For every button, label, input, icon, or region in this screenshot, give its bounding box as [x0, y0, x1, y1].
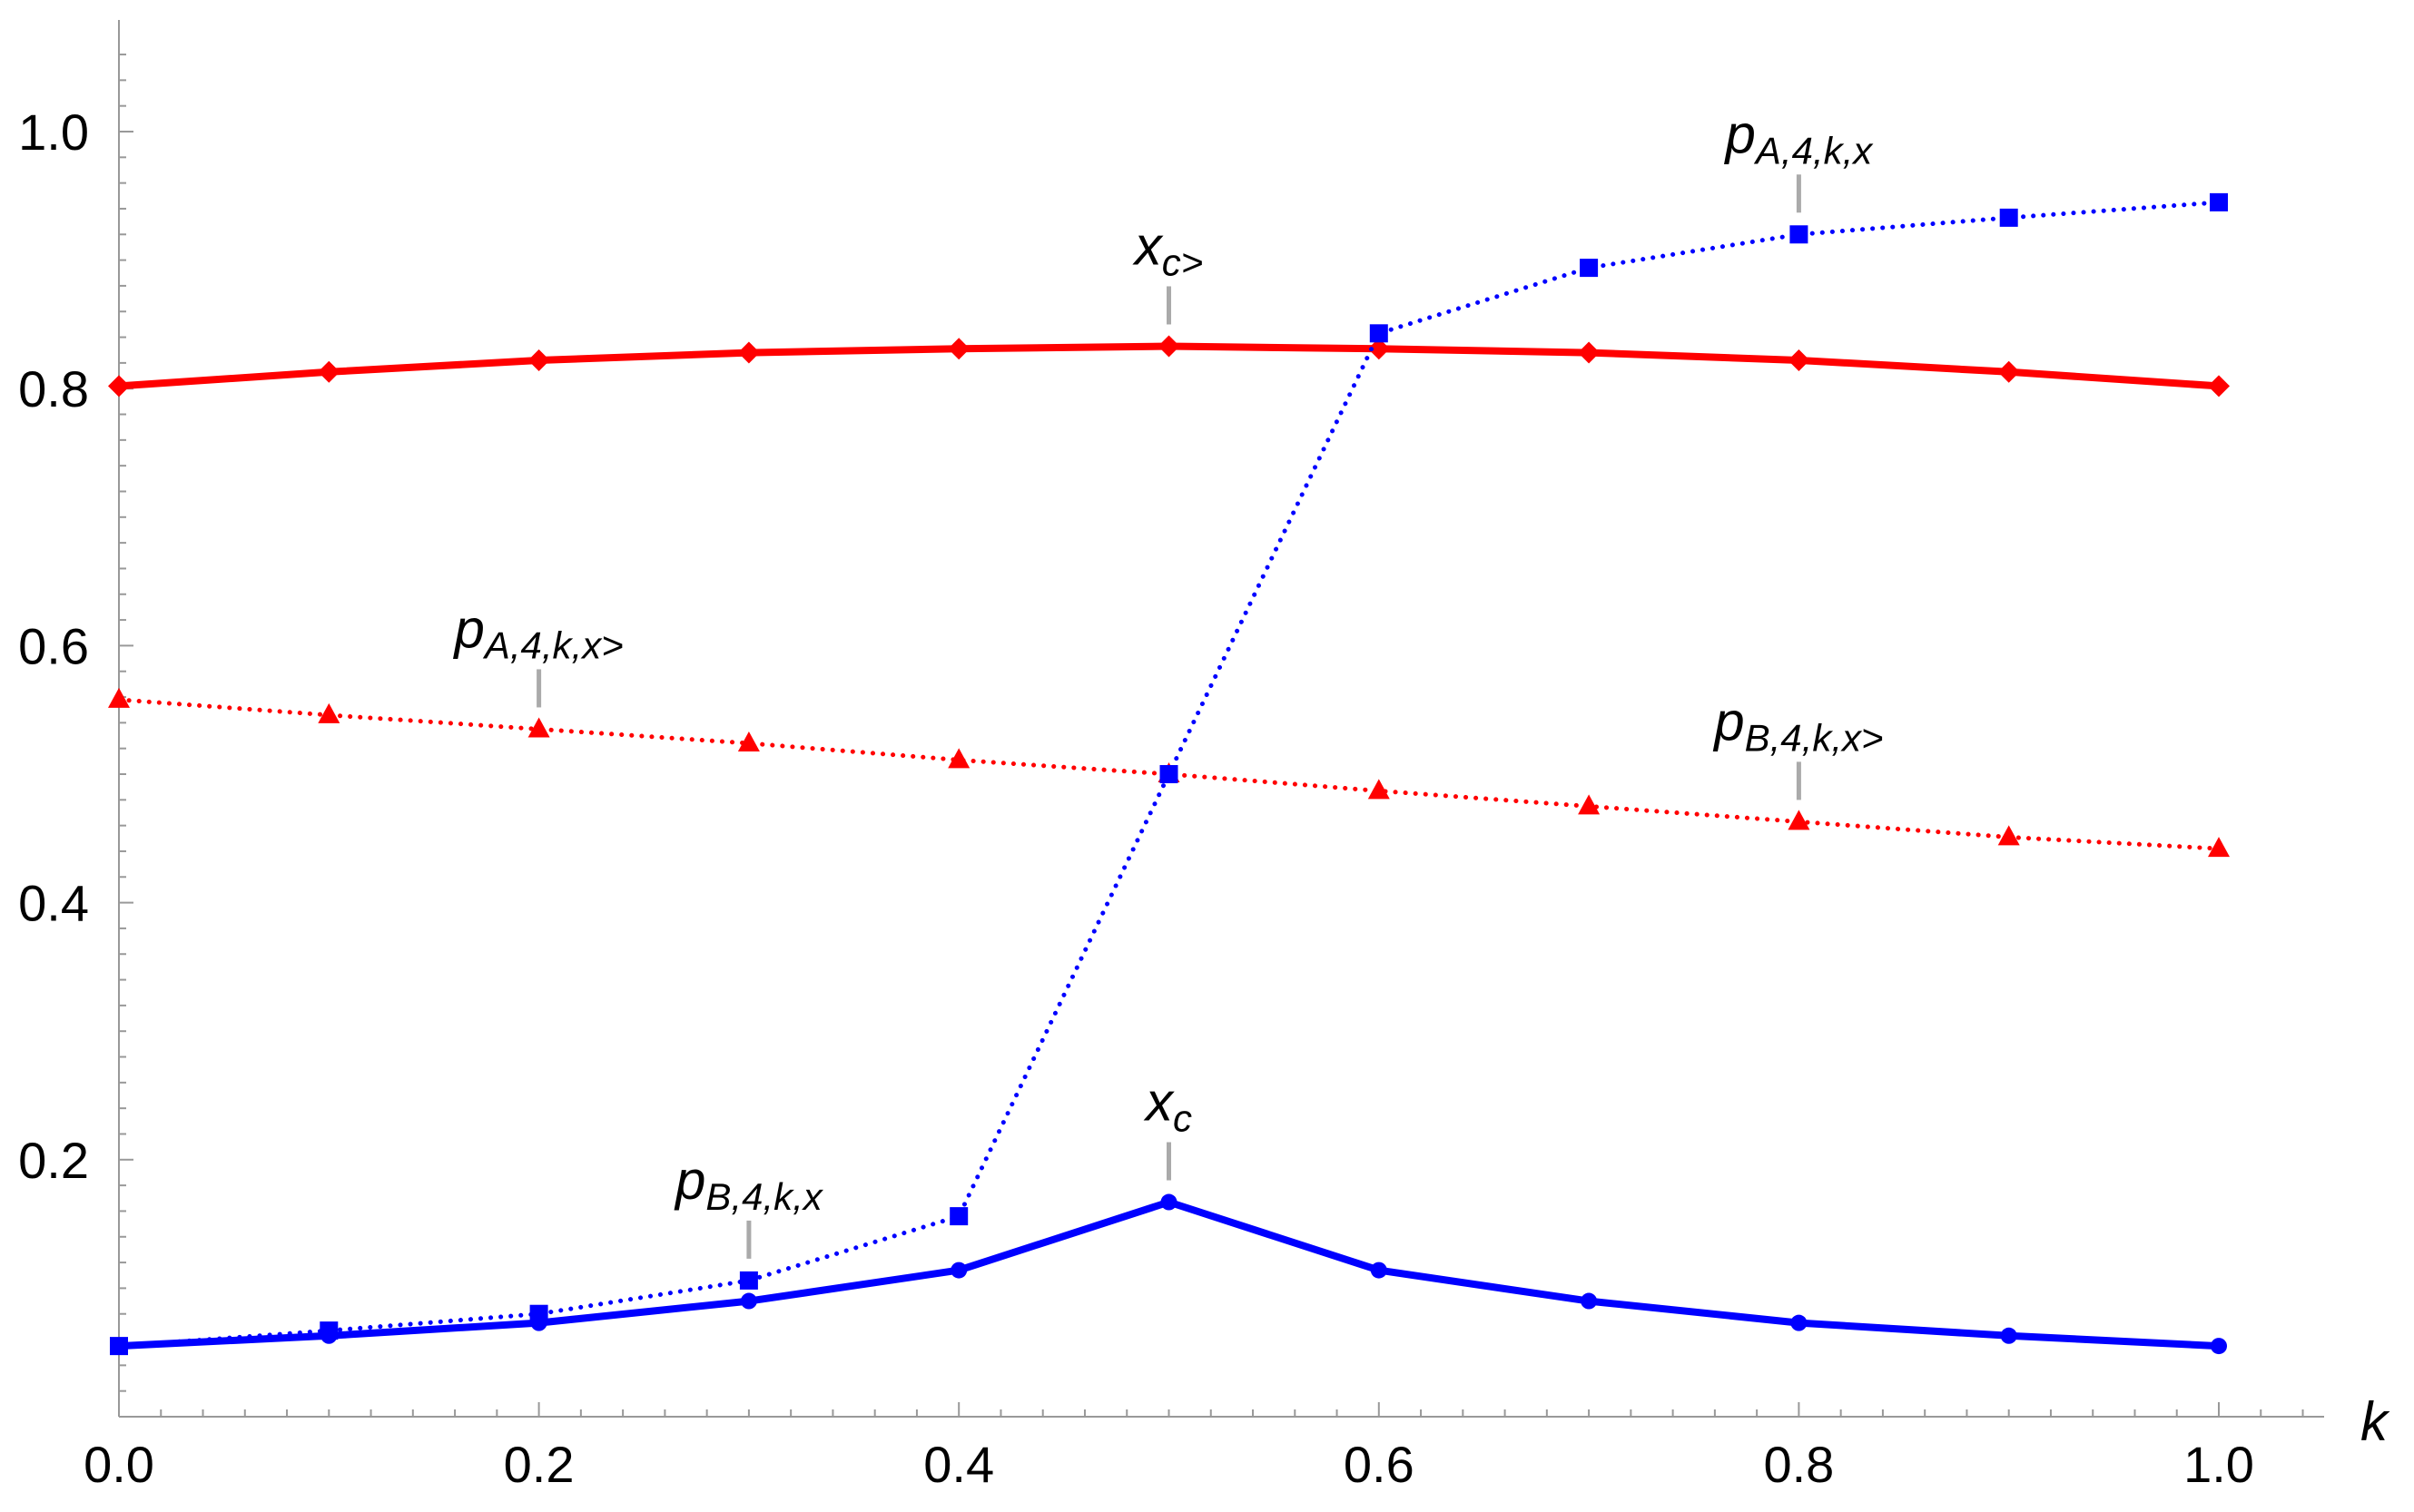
y-tick-label: 0.2 [18, 1132, 89, 1189]
triangle-marker [1997, 825, 2020, 846]
x-tick-label: 0.8 [1763, 1436, 1834, 1493]
x-tick-label: 0.2 [504, 1436, 575, 1493]
square-marker [1789, 225, 1808, 244]
square-marker [1999, 208, 2018, 227]
circle-marker [740, 1292, 757, 1310]
y-tick-label: 0.8 [18, 360, 89, 417]
annotation-label: xc> [1132, 215, 1204, 283]
x-ticks: 0.0 0.2 0.4 0.6 0.8 1.0 [84, 1402, 2254, 1493]
x-tick-label: 0.0 [84, 1436, 154, 1493]
x-axis-label: k [2360, 1391, 2390, 1452]
square-marker [739, 1271, 758, 1290]
x-minor-ticks [160, 1409, 2304, 1417]
diamond-marker [737, 341, 760, 364]
circle-marker [1581, 1292, 1598, 1310]
circle-marker [951, 1262, 968, 1279]
triangle-marker [108, 687, 130, 708]
annotation: xc [1143, 1072, 1192, 1181]
triangle-marker [1367, 779, 1390, 800]
circle-marker [530, 1314, 547, 1331]
diamond-marker [2208, 375, 2230, 398]
annotation: xc> [1132, 215, 1204, 325]
circle-marker [2000, 1327, 2017, 1344]
y-tick-label: 0.4 [18, 875, 89, 932]
square-marker [1369, 324, 1388, 343]
triangle-marker [1788, 810, 1810, 830]
diamond-marker [108, 375, 130, 398]
circle-marker [1370, 1262, 1387, 1279]
triangle-marker [948, 748, 971, 769]
x-tick-label: 1.0 [2183, 1436, 2254, 1493]
series-line [116, 697, 2222, 851]
annotation-label: pA,4,k,x [1724, 103, 1875, 172]
triangle-marker [527, 717, 550, 738]
gridless-plot-area: 0.0 0.2 0.4 0.6 0.8 1.0 0.2 0.4 0.6 0.8 1.0 k [18, 20, 2390, 1493]
circle-marker [1160, 1193, 1177, 1211]
series-line [116, 200, 2222, 1349]
circle-marker [1790, 1314, 1808, 1331]
y-ticks: 0.2 0.4 0.6 0.8 1.0 [18, 103, 133, 1189]
circle-marker [111, 1338, 127, 1355]
circle-marker [320, 1327, 338, 1344]
series-3 [111, 1193, 2227, 1355]
annotation: pA,4,k,x [1724, 103, 1875, 213]
y-tick-label: 0.6 [18, 617, 89, 674]
annotation: pA,4,k,x> [452, 598, 624, 708]
diamond-marker [527, 349, 550, 372]
series-line [115, 1198, 2222, 1350]
diamond-marker [948, 338, 971, 360]
diamond-marker [1578, 341, 1601, 364]
y-minor-ticks [119, 54, 126, 1392]
diamond-marker [1158, 335, 1180, 358]
triangle-marker [1578, 794, 1601, 815]
series-layer [108, 192, 2230, 1356]
square-marker [1580, 259, 1599, 278]
diamond-marker [1367, 338, 1390, 360]
annotation-layer: xc> pA,4,k,x pA,4,k,x> pB,4,k,x> xc pB,4,k,x [452, 103, 1884, 1259]
annotation-label: xc [1143, 1072, 1192, 1140]
triangle-marker [2208, 837, 2230, 858]
square-marker [2210, 192, 2228, 211]
diamond-marker [318, 360, 340, 383]
annotation: pB,4,k,x> [1712, 691, 1884, 800]
square-marker [950, 1207, 969, 1226]
annotation-label: pB,4,k,x> [1712, 691, 1883, 759]
annotation-label: pB,4,k,x [674, 1150, 824, 1218]
x-tick-label: 0.4 [923, 1436, 994, 1493]
triangle-marker [737, 731, 760, 752]
triangle-marker [318, 702, 340, 723]
square-marker [1159, 765, 1178, 783]
diamond-marker [1997, 360, 2020, 383]
diamond-marker [1788, 349, 1810, 372]
annotation-label: pA,4,k,x> [452, 598, 623, 666]
y-tick-label: 1.0 [18, 103, 89, 161]
x-tick-label: 0.6 [1344, 1436, 1414, 1493]
annotation: pB,4,k,x [674, 1150, 824, 1259]
circle-marker [2211, 1338, 2227, 1355]
series-0 [108, 335, 2230, 398]
